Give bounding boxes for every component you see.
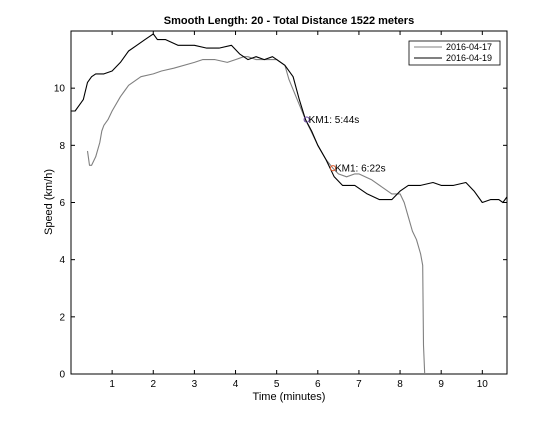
- x-tick-label-2: 2: [150, 379, 156, 390]
- legend-box: [408, 40, 501, 66]
- annotation-label-2: KM1: 6:22s: [335, 164, 386, 175]
- axis-ticks: 1 2 3 4 5 6 7 8 9 10 0 2 4 6 8 10: [54, 31, 507, 390]
- x-tick-label-3: 3: [192, 379, 198, 390]
- y-tick-label-0: 0: [59, 370, 65, 381]
- y-tick-label-2: 2: [59, 312, 65, 323]
- annotation-marker-1: [303, 116, 310, 123]
- series-line-2016-04-19: [71, 33, 508, 204]
- annotation-label-1: KM1: 5:44s: [309, 115, 360, 126]
- x-axis-label: Time (minutes): [253, 391, 326, 403]
- y-tick-label-8: 8: [59, 141, 65, 152]
- legend-label-2016-04-17: 2016-04-17: [446, 42, 492, 52]
- annotation-marker-2: [329, 165, 337, 172]
- legend: 2016-04-17 2016-04-19: [408, 40, 501, 66]
- plot-area: [70, 30, 508, 375]
- y-tick-label-6: 6: [59, 198, 65, 209]
- y-axis-label: Speed (km/h): [43, 169, 55, 235]
- y-tick-label-10: 10: [54, 84, 66, 95]
- legend-label-2016-04-19: 2016-04-19: [446, 53, 492, 63]
- annotation-layer: KM1: 5:44s KM1: 6:22s: [303, 115, 386, 175]
- chart-title: Smooth Length: 20 - Total Distance 1522 …: [164, 15, 414, 27]
- x-tick-label-5: 5: [274, 379, 280, 390]
- x-tick-label-9: 9: [438, 379, 444, 390]
- x-tick-label-6: 6: [315, 379, 321, 390]
- series-layer: [71, 33, 508, 375]
- y-tick-label-4: 4: [59, 255, 65, 266]
- x-tick-label-8: 8: [397, 379, 403, 390]
- x-tick-label-10: 10: [477, 379, 489, 390]
- x-tick-label-1: 1: [109, 379, 115, 390]
- x-tick-label-4: 4: [233, 379, 239, 390]
- x-tick-label-7: 7: [356, 379, 362, 390]
